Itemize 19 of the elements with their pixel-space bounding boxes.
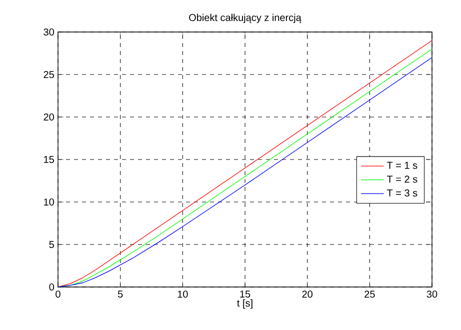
y-tick-label: 20 xyxy=(44,113,54,121)
x-tick-label: 15 xyxy=(240,290,250,298)
y-tick-label: 30 xyxy=(44,28,54,36)
y-tick-label: 0 xyxy=(49,283,54,291)
x-tick-label: 30 xyxy=(426,290,438,298)
x-tick-label: 0 xyxy=(56,290,60,298)
y-tick-label: 15 xyxy=(44,156,54,163)
legend-label: T = 2 s xyxy=(386,176,418,183)
y-tick-label: 5 xyxy=(49,241,54,248)
x-tick-label: 20 xyxy=(302,290,312,298)
y-tick-label: 10 xyxy=(44,198,54,206)
x-tick-label: 25 xyxy=(364,290,375,298)
x-tick-label: 10 xyxy=(178,290,188,298)
y-tick-label: 25 xyxy=(44,70,54,78)
legend-label: T = 1 s xyxy=(386,162,418,169)
x-tick-label: 5 xyxy=(118,290,123,298)
chart-title: Obiekt całkujący z inercją xyxy=(189,14,302,24)
legend-label: T = 3 s xyxy=(386,189,418,197)
x-axis-title: t [s] xyxy=(237,299,252,309)
